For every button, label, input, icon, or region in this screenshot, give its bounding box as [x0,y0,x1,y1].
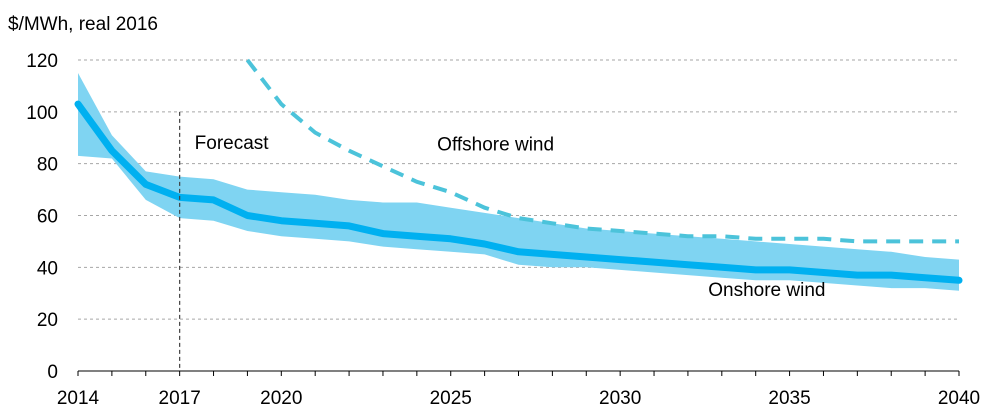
x-tick-label-2035: 2035 [768,388,810,409]
x-tick-label-2040: 2040 [938,388,980,409]
y-unit-label: $/MWh, real 2016 [8,14,158,35]
y-tick-label-60: 60 [37,207,58,228]
x-tick-label-2020: 2020 [260,388,302,409]
forecast-label: Forecast [195,133,270,154]
forecast-marker-layer: Forecast [179,111,270,371]
x-tick-label-2025: 2025 [430,388,472,409]
onshore-range-band [78,73,959,291]
y-tick-label-80: 80 [37,155,58,176]
offshore-wind-line [245,58,959,244]
x-tick-label-2017: 2017 [159,388,201,409]
x-tick-label-2030: 2030 [599,388,641,409]
annotations: Offshore wind Onshore wind [437,135,825,301]
y-tick-label-100: 100 [26,103,58,124]
onshore-wind-label: Onshore wind [708,280,825,301]
y-tick-label-40: 40 [37,258,58,279]
series-layer [74,58,963,284]
y-tick-label-120: 120 [26,51,58,72]
x-tick-label-2014: 2014 [57,388,100,409]
y-tick-label-0: 0 [47,362,58,383]
onshore-wind-line [74,100,963,284]
y-tick-label-20: 20 [37,310,58,331]
offshore-wind-label: Offshore wind [437,135,554,156]
onshore-range-band-layer [78,73,959,291]
